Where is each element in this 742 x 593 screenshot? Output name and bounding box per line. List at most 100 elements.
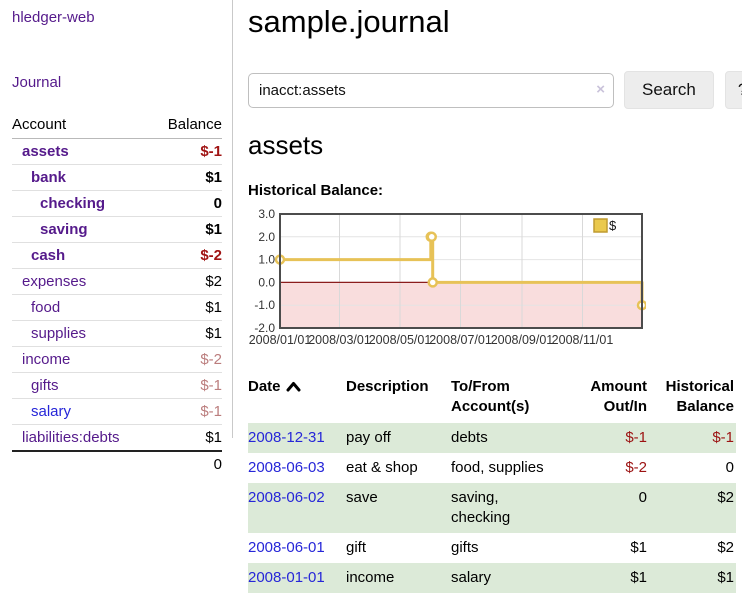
brand-link[interactable]: hledger-web [12,9,95,26]
account-row-expenses: expenses $2 [12,268,222,295]
transaction-accounts: salary [451,569,492,586]
account-link-supplies[interactable]: supplies [31,325,87,342]
account-balance: $1 [151,216,222,243]
transaction-balance: $2 [717,539,734,556]
transaction-balance: $2 [717,489,734,506]
accounts-total-row: 0 [12,450,222,477]
transaction-description: income [346,569,395,586]
account-link-liabilities-debts[interactable]: liabilities:debts [22,429,120,446]
help-button[interactable]: ? [724,71,742,109]
account-column-header: Account [12,112,152,139]
svg-text:2008/11/01: 2008/11/01 [552,333,614,347]
register-header-row: Date Description To/From Account(s) Amou… [248,375,736,423]
register-table: Date Description To/From Account(s) Amou… [248,375,736,593]
accounts-total: 0 [151,450,222,477]
transaction-accounts: gifts [451,539,479,556]
account-link-food[interactable]: food [31,299,61,316]
account-balance: $1 [151,320,222,347]
account-link-bank[interactable]: bank [31,169,67,186]
account-row-checking: checking 0 [12,190,222,217]
account-row-liabilities-debts: liabilities:debts $1 [12,425,222,452]
account-link-checking[interactable]: checking [40,195,106,212]
description-column-header: Description [346,378,429,395]
transaction-accounts: debts [451,429,488,446]
account-heading: assets [248,130,324,160]
account-balance: $-1 [151,398,222,425]
account-balance: 0 [151,190,222,217]
transaction-description: eat & shop [346,459,418,476]
svg-text:2008/09/01: 2008/09/01 [491,333,554,347]
register-row: 2008-06-01 gift gifts $1 $2 [248,533,736,563]
transaction-date-link[interactable]: 2008-12-31 [248,429,325,446]
page-title: sample.journal [248,4,450,39]
sort-ascending-icon [286,378,301,398]
register-row: 2008-12-31 pay off debts $-1 $-1 [248,423,736,453]
svg-text:$: $ [609,218,617,233]
transaction-balance: $1 [717,569,734,586]
account-row-income: income $-2 [12,346,222,373]
account-link-saving[interactable]: saving [40,221,88,238]
transaction-description: gift [346,539,367,556]
transaction-balance: 0 [725,459,734,476]
account-row-saving: saving $1 [12,216,222,243]
transaction-amount: $-2 [625,459,647,476]
transaction-date-link[interactable]: 2008-06-01 [248,539,325,556]
amount-column-header: Amount Out/In [590,378,647,415]
search-bar: × Search ? [248,71,742,109]
account-link-income[interactable]: income [22,351,71,368]
account-balance: $-1 [151,138,222,165]
svg-text:2008/03/01: 2008/03/01 [308,333,371,347]
account-balance: $1 [151,294,222,321]
balance-column-header: Historical Balance [665,378,734,415]
transaction-amount: $1 [630,539,647,556]
balance-column-header: Balance [151,112,222,139]
account-link-salary[interactable]: salary [31,403,72,420]
transaction-amount: 0 [638,489,647,506]
svg-text:2008/05/01: 2008/05/01 [369,333,432,347]
accounts-table: Account Balance assets $-1 bank $1 check… [12,112,222,477]
transaction-amount: $1 [630,569,647,586]
historical-balance-chart: 3.0 2.0 1.0 0.0 -1.0 -2.02008/01/012008/03/01… [249,207,648,347]
transaction-description: pay off [346,429,391,446]
transaction-date-link[interactable]: 2008-01-01 [248,569,325,586]
chart-container: 3.0 2.0 1.0 0.0 -1.0 -2.0 2008/01/01 2008/03/01… [248,207,742,355]
search-input[interactable] [248,72,614,108]
svg-text:1.0: 1.0 [258,253,275,267]
date-column-header[interactable]: Date [248,375,346,423]
register-row: 2008-06-02 save saving, checking 0 $2 [248,483,736,533]
account-balance: $1 [151,164,222,191]
account-balance: $1 [205,429,222,446]
account-balance: $-2 [151,346,222,373]
account-link-cash[interactable]: cash [31,247,66,264]
svg-text:2.0: 2.0 [258,230,275,244]
transaction-description: save [346,489,378,506]
account-row-supplies: supplies $1 [12,320,222,347]
transaction-accounts: food, supplies [451,459,544,476]
register-row: 2008-06-03 eat & shop food, supplies $-2… [248,453,736,483]
account-balance: $2 [151,268,222,295]
transaction-date-link[interactable]: 2008-06-03 [248,459,325,476]
svg-text:3.0: 3.0 [258,208,275,221]
account-link-assets[interactable]: assets [22,143,69,160]
sidebar-item-journal[interactable]: Journal [12,74,62,91]
account-row-salary: salary $-1 [12,398,222,425]
sidebar: hledger-web Journal Account Balance asse… [0,0,233,477]
transaction-date-link[interactable]: 2008-06-02 [248,489,325,506]
account-row-bank: bank $1 [12,164,222,191]
clear-search-icon[interactable]: × [596,80,605,98]
svg-text:-1.0: -1.0 [254,298,275,312]
account-link-expenses[interactable]: expenses [22,273,87,290]
transaction-accounts: saving, checking [451,489,511,526]
svg-text:2008/07/01: 2008/07/01 [429,333,492,347]
account-row-assets: assets $-1 [12,138,222,165]
chart-title: Historical Balance: [248,182,384,199]
account-balance: $-2 [151,242,222,269]
main-content: sample.journal × Search ? assets Histori… [233,0,742,593]
account-link-gifts[interactable]: gifts [31,377,59,394]
account-row-food: food $1 [12,294,222,321]
account-row-gifts: gifts $-1 [12,372,222,399]
search-button[interactable]: Search [624,71,714,109]
transaction-balance: $-1 [712,429,734,446]
transaction-amount: $-1 [625,429,647,446]
svg-text:2008/01/01: 2008/01/01 [249,333,312,347]
